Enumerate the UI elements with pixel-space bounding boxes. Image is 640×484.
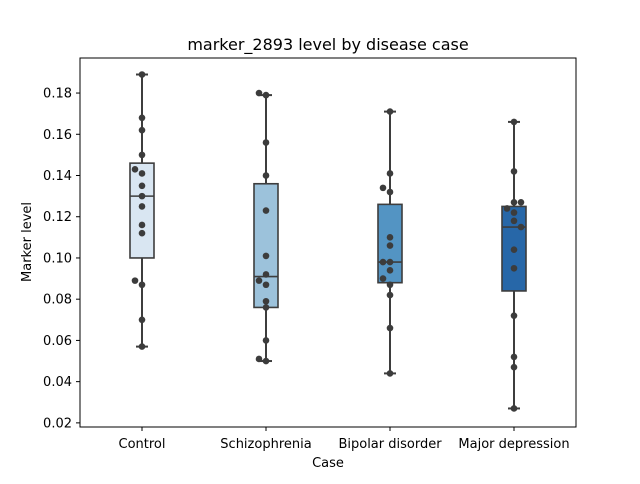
data-point — [138, 192, 146, 200]
data-point — [262, 271, 270, 278]
data-point — [517, 199, 525, 206]
data-point — [386, 281, 394, 289]
y-axis-label: Marker level — [20, 202, 35, 282]
data-point — [138, 316, 146, 324]
data-point — [138, 151, 146, 159]
iqr-box — [501, 205, 527, 292]
data-point — [386, 258, 394, 266]
data-point — [386, 108, 394, 115]
data-point — [379, 258, 387, 266]
box-group — [253, 89, 279, 365]
data-point — [386, 267, 394, 274]
data-point — [517, 223, 525, 231]
data-point — [510, 199, 518, 206]
data-point — [386, 242, 394, 249]
data-point — [262, 357, 270, 365]
data-point — [138, 170, 146, 177]
data-point — [262, 297, 270, 305]
data-point — [138, 221, 146, 229]
y-tick-label: 0.06 — [43, 334, 72, 349]
y-tick-label: 0.16 — [43, 128, 72, 143]
x-tick-label: Major depression — [458, 437, 569, 452]
x-tick-label: Bipolar disorder — [338, 437, 442, 452]
y-tick-label: 0.10 — [43, 251, 72, 266]
data-point — [255, 277, 263, 284]
y-axis: 0.02 0.04 0.06 0.08 0.10 0.12 0.14 0.16 0.18 — [43, 87, 80, 431]
y-tick-label: 0.02 — [43, 416, 72, 431]
data-point — [510, 246, 518, 254]
box-group — [501, 118, 527, 412]
data-point — [386, 170, 394, 177]
data-point — [503, 205, 511, 212]
y-tick-label: 0.04 — [43, 375, 72, 390]
data-point — [510, 168, 518, 175]
data-point — [386, 370, 394, 377]
data-point — [262, 207, 270, 214]
data-point — [386, 188, 394, 196]
data-point — [138, 229, 146, 237]
data-point — [255, 355, 263, 363]
x-tick-label: Control — [119, 437, 166, 452]
iqr-box — [129, 162, 155, 259]
data-point — [262, 172, 270, 179]
data-point — [379, 275, 387, 282]
data-point — [262, 281, 270, 289]
data-point — [138, 182, 146, 190]
data-point — [131, 277, 139, 284]
data-point — [386, 291, 394, 299]
data-point — [379, 184, 387, 192]
data-point — [138, 343, 146, 350]
chart-title: marker_2893 level by disease case — [187, 35, 468, 55]
x-axis: Control Schizophrenia Bipolar disorder Majo… — [119, 427, 570, 452]
data-point — [255, 89, 263, 97]
data-point — [262, 252, 270, 260]
y-tick-label: 0.18 — [43, 87, 72, 102]
data-point — [510, 217, 518, 225]
data-point — [386, 234, 394, 241]
data-point — [510, 353, 518, 361]
data-point — [262, 337, 270, 344]
data-point — [510, 264, 518, 272]
data-point — [131, 166, 139, 173]
box-group — [377, 108, 403, 377]
plot-frame — [79, 57, 577, 428]
data-point — [138, 114, 146, 122]
y-tick-label: 0.12 — [43, 210, 72, 225]
data-point — [262, 139, 270, 146]
data-point — [262, 304, 270, 311]
x-tick-label: Schizophrenia — [220, 437, 311, 452]
plot-area — [129, 71, 527, 412]
data-point — [510, 118, 518, 126]
data-point — [510, 312, 518, 319]
data-point — [386, 324, 394, 332]
data-point — [138, 71, 146, 78]
data-point — [510, 405, 518, 412]
data-point — [138, 203, 146, 210]
data-point — [510, 209, 518, 216]
x-axis-label: Case — [312, 456, 344, 471]
box-group — [129, 71, 155, 350]
iqr-box — [253, 182, 279, 309]
data-point — [138, 281, 146, 289]
y-tick-label: 0.08 — [43, 293, 72, 308]
data-point — [138, 126, 146, 134]
data-point — [262, 91, 270, 99]
y-tick-label: 0.14 — [43, 169, 72, 184]
data-point — [510, 363, 518, 371]
